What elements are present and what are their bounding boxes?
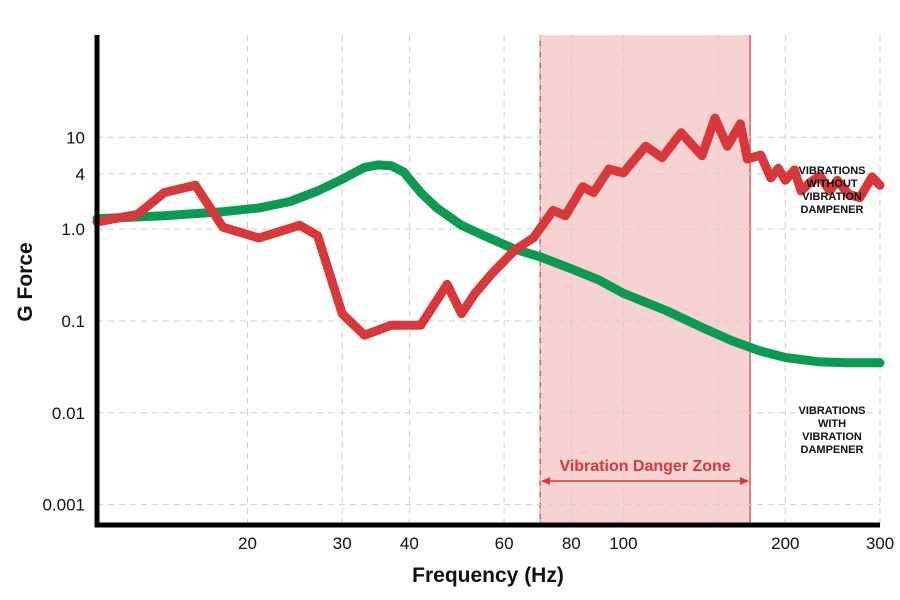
series-layer bbox=[92, 113, 885, 368]
y-tick-label: 0.1 bbox=[61, 312, 85, 331]
axes-layer bbox=[94, 35, 880, 528]
y-tick-label: 1.0 bbox=[61, 220, 85, 239]
series-annotation-without-dampener: VIBRATION bbox=[802, 191, 862, 203]
x-axis-title: Frequency (Hz) bbox=[412, 564, 564, 587]
series-annotation-with-dampener: DAMPENER bbox=[801, 444, 864, 456]
series-annotation-with-dampener: WITH bbox=[818, 418, 846, 430]
x-tick-label: 80 bbox=[562, 534, 581, 553]
danger-zone-label: Vibration Danger Zone bbox=[559, 458, 730, 475]
x-tick-label: 60 bbox=[495, 534, 514, 553]
x-tick-label: 20 bbox=[238, 534, 257, 553]
series-annotation-without-dampener: WITHOUT bbox=[806, 178, 858, 190]
label-layer: 20 30 40 60 80 100 200 300 0.001 0.01 0.1 1.0 4 10 Fre… bbox=[14, 128, 894, 587]
x-tick-label: 300 bbox=[866, 534, 894, 553]
x-tick-label: 200 bbox=[771, 534, 799, 553]
danger-zone-arrow-left-head bbox=[541, 477, 551, 485]
grid-layer bbox=[97, 35, 881, 525]
series-annotation-without-dampener: DAMPENER bbox=[801, 204, 864, 216]
series-line-with-dampener bbox=[92, 160, 885, 368]
y-tick-label: 0.001 bbox=[42, 496, 85, 515]
x-tick-label: 100 bbox=[609, 534, 637, 553]
x-tick-label: 40 bbox=[400, 534, 419, 553]
series-line-without-dampener bbox=[92, 113, 885, 340]
y-tick-label: 4 bbox=[76, 165, 85, 184]
y-tick-label: 0.01 bbox=[52, 404, 85, 423]
y-tick-label: 10 bbox=[66, 128, 85, 147]
series-annotation-without-dampener: VIBRATIONS bbox=[798, 165, 865, 177]
series-annotation-with-dampener: VIBRATIONS bbox=[798, 405, 865, 417]
danger-zone-arrow-right-head bbox=[740, 477, 750, 485]
series-annotation-with-dampener: VIBRATION bbox=[802, 431, 862, 443]
y-axis-title: G Force bbox=[14, 242, 37, 321]
x-tick-label: 30 bbox=[333, 534, 352, 553]
